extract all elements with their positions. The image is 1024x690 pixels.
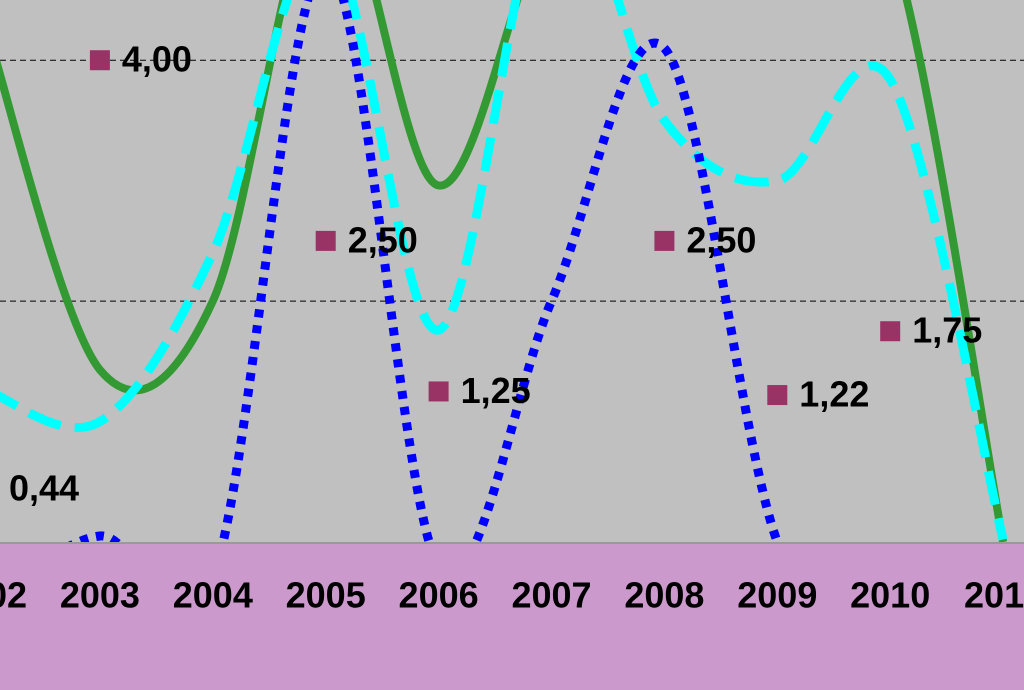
line-series [0, 0, 1008, 543]
x-tick-label: 2007 [511, 575, 591, 616]
line-series [0, 0, 1008, 541]
x-tick-label: 2002 [0, 575, 27, 616]
data-label: 1,25 [461, 370, 531, 411]
x-tick-label: 2006 [399, 575, 479, 616]
x-tick-label: 2003 [60, 575, 140, 616]
marker [654, 230, 675, 251]
x-tick-label: 2008 [624, 575, 704, 616]
marker [880, 321, 901, 342]
data-label: 4,00 [122, 39, 192, 80]
marker [767, 385, 788, 406]
axis-band [0, 542, 1024, 690]
data-label: 2,50 [686, 219, 756, 260]
data-label: 2,50 [348, 219, 418, 260]
data-label: 1,75 [912, 310, 982, 351]
x-tick-label: 2010 [850, 575, 930, 616]
data-label: 1,22 [799, 374, 869, 415]
x-tick-label: 2004 [173, 575, 253, 616]
x-tick-label: 2009 [737, 575, 817, 616]
marker [428, 381, 449, 402]
marker [89, 50, 110, 71]
marker [315, 230, 336, 251]
data-label: 0,44 [9, 468, 79, 509]
x-tick-label: 2005 [286, 575, 366, 616]
x-tick-label: 2011 [964, 575, 1024, 616]
